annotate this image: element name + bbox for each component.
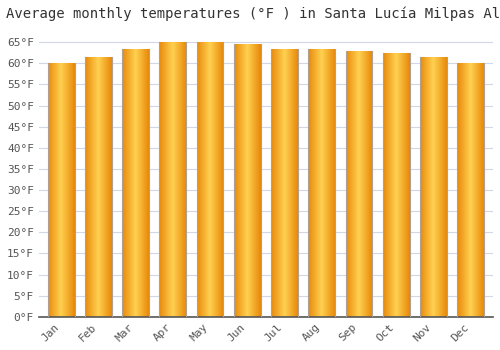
Title: Average monthly temperatures (°F ) in Santa Lucía Milpas Altas: Average monthly temperatures (°F ) in Sa… xyxy=(6,7,500,21)
